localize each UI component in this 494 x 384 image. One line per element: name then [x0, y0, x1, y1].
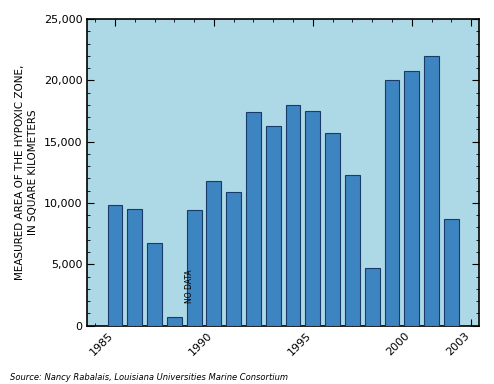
Bar — [365, 268, 379, 326]
Bar — [345, 175, 360, 326]
Bar — [305, 111, 320, 326]
Bar — [246, 112, 261, 326]
Bar — [286, 105, 300, 326]
Text: Source: Nancy Rabalais, Louisiana Universities Marine Consortium: Source: Nancy Rabalais, Louisiana Univer… — [10, 373, 288, 382]
Bar — [266, 126, 281, 326]
Bar — [226, 192, 241, 326]
Y-axis label: MEASURED AREA OF THE HYPOXIC ZONE,
IN SQUARE KILOMETERS: MEASURED AREA OF THE HYPOXIC ZONE, IN SQ… — [15, 65, 38, 280]
Bar — [167, 317, 182, 326]
Bar — [424, 56, 439, 326]
Bar — [384, 80, 399, 326]
Bar — [404, 71, 419, 326]
Bar — [187, 210, 202, 326]
Bar — [127, 209, 142, 326]
Bar — [325, 133, 340, 326]
Bar — [147, 243, 162, 326]
Bar — [206, 181, 221, 326]
Text: NO DATA: NO DATA — [185, 270, 194, 303]
Bar — [444, 219, 459, 326]
Bar — [108, 205, 123, 326]
